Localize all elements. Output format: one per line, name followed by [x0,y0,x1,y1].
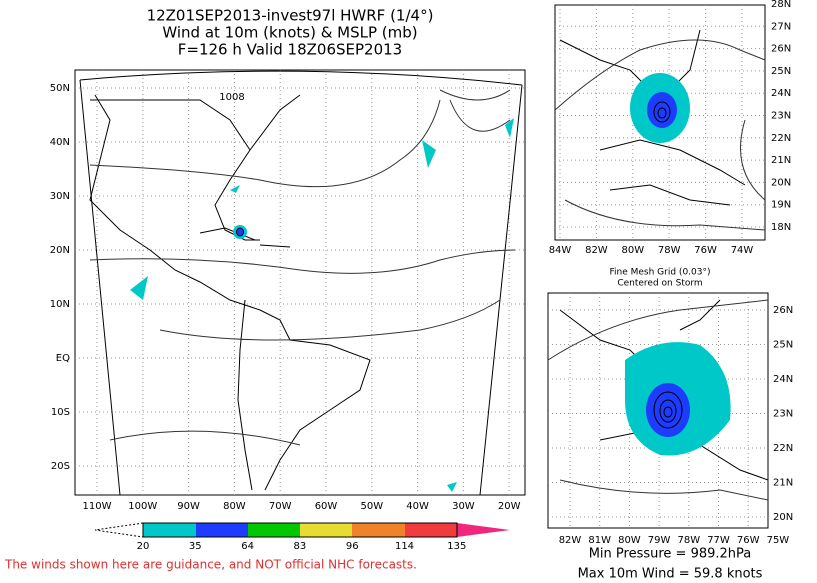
lat-label: 28N [771,0,791,10]
lon-label: 80W [618,535,641,546]
lat-label: 23N [773,409,793,420]
min-pressure: Min Pressure = 989.2hPa [589,547,752,562]
lon-label: 76W [737,535,760,546]
max-wind: Max 10m Wind = 59.8 knots [578,567,763,582]
lat-label: 22N [771,133,791,144]
colorbar [94,522,510,538]
lon-label: 79W [648,535,671,546]
lat-label: 24N [771,88,791,99]
lat-label: 10S [51,407,70,418]
lon-label: 114 [395,541,414,552]
lat-label: 50N [50,83,70,94]
lat-label: 21N [771,155,791,166]
lon-label: 135 [447,541,466,552]
lon-label: 35 [189,541,202,552]
lat-label: 27N [771,21,791,32]
lon-label: 50W [360,501,383,512]
lat-label: 22N [773,443,793,454]
lon-label: 81W [588,535,611,546]
lon-label: 110W [83,501,112,512]
lat-label: 26N [771,44,791,55]
contour-label: 1008 [219,92,244,103]
title-line: F=126 h Valid 18Z06SEP2013 [178,41,402,59]
lon-label: 84W [549,245,572,256]
lat-label: 23N [771,111,791,122]
lat-label: 21N [773,478,793,489]
lon-label: 77W [707,535,730,546]
lon-label: 78W [677,535,700,546]
lat-label: 25N [771,66,791,77]
lon-label: 83 [294,541,307,552]
lon-label: 78W [658,245,681,256]
lat-label: 18N [771,222,791,233]
lat-label: 26N [773,305,793,316]
lon-label: 82W [585,245,608,256]
lat-label: 30N [50,191,70,202]
lon-label: 74W [731,245,754,256]
lon-label: 96 [346,541,359,552]
inset-title: Centered on Storm [617,279,702,289]
lat-label: 10N [50,299,70,310]
lon-label: 70W [269,501,292,512]
lat-label: EQ [56,353,70,364]
lat-label: 40N [50,137,70,148]
inset-top [554,4,766,241]
lon-label: 90W [177,501,200,512]
lon-label: 80W [223,501,246,512]
inset-bottom [547,292,769,529]
lon-label: 100W [128,501,157,512]
lon-label: 20 [137,541,150,552]
lon-label: 76W [694,245,717,256]
lon-label: 64 [241,541,254,552]
lon-label: 75W [767,535,790,546]
title-line: Wind at 10m (knots) & MSLP (mb) [162,24,417,42]
title-line: 12Z01SEP2013-invest97l HWRF (1/4°) [147,7,434,25]
main-map: 1008 [74,69,526,496]
lon-label: 60W [315,501,338,512]
lon-label: 40W [406,501,429,512]
lat-label: 20N [771,177,791,188]
lat-label: 19N [771,200,791,211]
lat-label: 25N [773,340,793,351]
lon-label: 20W [498,501,521,512]
lat-label: 20N [773,512,793,523]
lon-label: 82W [559,535,582,546]
lat-label: 24N [773,374,793,385]
lon-label: 80W [621,245,644,256]
disclaimer: The winds shown here are guidance, and N… [4,558,417,572]
lon-label: 30W [452,501,475,512]
lat-label: 20N [50,245,70,256]
lat-label: 20S [51,461,70,472]
inset-title: Fine Mesh Grid (0.03°) [610,268,711,278]
